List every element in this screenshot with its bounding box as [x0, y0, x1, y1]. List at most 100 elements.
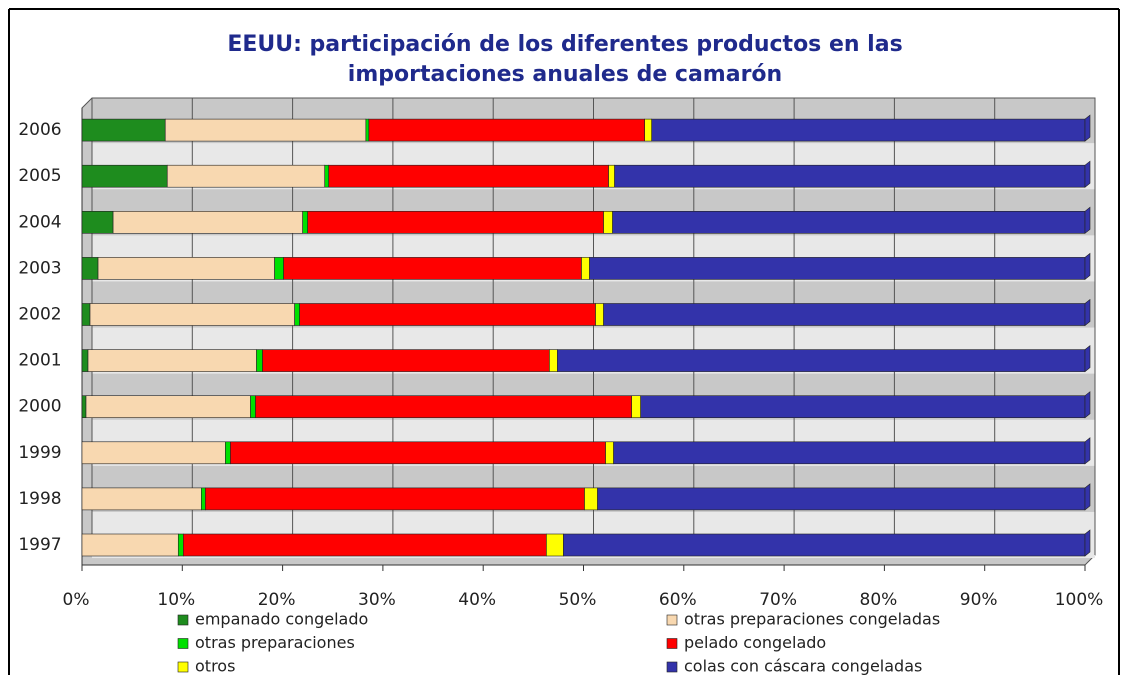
- bar-segment: [81, 164, 168, 188]
- bar-segment: [81, 487, 202, 511]
- bar-end-cap: [1084, 529, 1091, 557]
- y-tick-label: 2003: [18, 258, 61, 278]
- bar-segment: [365, 118, 370, 142]
- bar-segment: [581, 257, 590, 280]
- bar-end-cap: [1084, 160, 1091, 188]
- y-tick-label: 1997: [18, 535, 61, 555]
- bar-segment: [283, 257, 582, 280]
- bar-segment: [177, 533, 184, 557]
- bar-segment: [597, 487, 1086, 511]
- legend-swatch: [177, 638, 189, 649]
- bar-segment: [81, 257, 99, 280]
- bar-segment: [166, 164, 326, 188]
- x-tick-label: 40%: [458, 590, 496, 610]
- bar-segment: [640, 395, 1086, 419]
- bar-segment: [201, 487, 206, 511]
- bar-end-cap: [1084, 298, 1091, 327]
- legend-swatch: [177, 661, 189, 673]
- bar-segment: [546, 533, 564, 557]
- bar-segment: [549, 349, 558, 372]
- bar-segment: [255, 395, 632, 419]
- bar-segment: [225, 441, 231, 465]
- x-tick-label: 80%: [860, 590, 898, 610]
- bar-segment: [294, 303, 300, 326]
- bar-segment: [230, 441, 606, 465]
- bar-segment: [307, 211, 604, 234]
- bar-segment: [205, 487, 585, 511]
- bar-segment: [324, 164, 330, 188]
- legend-label: otras preparaciones: [195, 633, 355, 652]
- bar-segment: [85, 395, 251, 419]
- bar-segment: [256, 349, 263, 372]
- bar-segment: [612, 211, 1086, 234]
- legend-label: otras preparaciones congeladas: [684, 610, 940, 629]
- bar-segment: [81, 441, 226, 465]
- bar-segment: [299, 303, 596, 326]
- legend-swatch: [666, 638, 678, 649]
- bar-end-cap: [1084, 252, 1091, 281]
- y-tick-label: 2006: [18, 120, 61, 140]
- bar-segment: [614, 164, 1086, 188]
- bar-segment: [557, 349, 1086, 372]
- x-tick-label: 100%: [1055, 590, 1104, 610]
- bar-segment: [595, 303, 604, 326]
- y-tick-label: 2002: [18, 305, 61, 325]
- bar-segment: [584, 487, 598, 511]
- x-tick-label: 90%: [960, 590, 998, 610]
- bar-segment: [183, 533, 547, 557]
- bar-segment: [613, 441, 1086, 465]
- chart-title: importaciones anuales de camarón: [348, 62, 782, 87]
- chart-title: EEUU: participación de los diferentes pr…: [227, 32, 902, 57]
- y-tick-label: 2004: [18, 212, 61, 232]
- x-tick-label: 30%: [358, 590, 396, 610]
- bar-segment: [81, 303, 91, 326]
- bar-end-cap: [1084, 483, 1091, 511]
- legend-swatch: [666, 661, 678, 673]
- legend-label: pelado congelado: [684, 633, 826, 652]
- x-tick-label: 0%: [63, 590, 90, 610]
- bar-segment: [328, 164, 609, 188]
- bar-segment: [631, 395, 641, 419]
- bar-segment: [608, 164, 615, 188]
- y-tick-label: 1999: [18, 443, 61, 463]
- bar-segment: [651, 118, 1086, 142]
- legend-label: empanado congelado: [195, 610, 368, 629]
- x-tick-label: 10%: [157, 590, 195, 610]
- bar-end-cap: [1084, 206, 1091, 234]
- bar-segment: [81, 395, 87, 419]
- bar-segment: [81, 118, 166, 142]
- bar-segment: [87, 349, 257, 372]
- bar-end-cap: [1084, 437, 1091, 465]
- y-tick-label: 2005: [18, 166, 61, 186]
- legend-swatch: [177, 614, 189, 626]
- bar-segment: [164, 118, 367, 142]
- bar-end-cap: [1084, 344, 1091, 373]
- bar-end-cap: [1084, 114, 1091, 142]
- y-tick-label: 2000: [18, 397, 61, 417]
- bar-segment: [262, 349, 550, 372]
- bar-segment: [89, 303, 295, 326]
- bar-segment: [250, 395, 256, 419]
- bar-segment: [81, 349, 89, 372]
- x-tick-label: 50%: [559, 590, 597, 610]
- bar-segment: [302, 211, 308, 234]
- bar-segment: [112, 211, 303, 234]
- bar-segment: [589, 257, 1086, 280]
- y-tick-label: 1998: [18, 489, 61, 509]
- x-tick-label: 60%: [659, 590, 697, 610]
- bar-segment: [603, 211, 613, 234]
- x-tick-label: 70%: [759, 590, 797, 610]
- bar-segment: [605, 441, 614, 465]
- bar-segment: [274, 257, 284, 280]
- bar-segment: [97, 257, 275, 280]
- x-tick-label: 20%: [258, 590, 296, 610]
- bar-segment: [603, 303, 1086, 326]
- bar-segment: [644, 118, 653, 142]
- legend-label: colas con cáscara congeladas: [684, 657, 922, 675]
- bar-end-cap: [1084, 391, 1091, 419]
- bar-segment: [81, 211, 114, 234]
- legend-label: otros: [195, 657, 235, 675]
- y-tick-label: 2001: [18, 351, 61, 371]
